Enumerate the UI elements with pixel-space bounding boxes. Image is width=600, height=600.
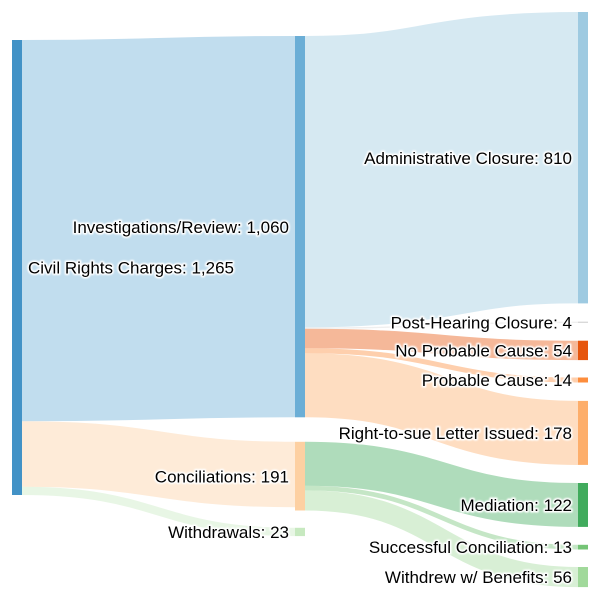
- svg-text:Conciliations: 191: Conciliations: 191: [155, 467, 289, 486]
- svg-text:Conciliations: 191: Conciliations: 191: [155, 467, 289, 486]
- svg-text:Withdrawals: 23: Withdrawals: 23: [168, 523, 289, 542]
- svg-text:Probable Cause: 14: Probable Cause: 14: [422, 371, 572, 390]
- svg-text:No Probable Cause: 54: No Probable Cause: 54: [395, 342, 572, 361]
- svg-text:Withdrew w/ Benefits: 56: Withdrew w/ Benefits: 56: [385, 568, 572, 587]
- svg-text:Administrative Closure: 810: Administrative Closure: 810: [364, 149, 572, 168]
- svg-text:Withdrawals: 23: Withdrawals: 23: [168, 523, 289, 542]
- svg-text:Successful Conciliation: 13: Successful Conciliation: 13: [369, 538, 572, 557]
- svg-text:Mediation: 122: Mediation: 122: [460, 496, 572, 515]
- svg-text:Post-Hearing Closure: 4: Post-Hearing Closure: 4: [391, 313, 572, 332]
- svg-text:Probable Cause: 14: Probable Cause: 14: [422, 371, 572, 390]
- svg-text:Right-to-sue Letter Issued: 17: Right-to-sue Letter Issued: 178: [339, 424, 572, 443]
- svg-text:Investigations/Review: 1,060: Investigations/Review: 1,060: [73, 218, 289, 237]
- svg-text:Mediation: 122: Mediation: 122: [460, 496, 572, 515]
- svg-text:Civil Rights Charges: 1,265: Civil Rights Charges: 1,265: [28, 259, 234, 278]
- svg-text:Withdrew w/ Benefits: 56: Withdrew w/ Benefits: 56: [385, 568, 572, 587]
- svg-text:Civil Rights Charges: 1,265: Civil Rights Charges: 1,265: [28, 259, 234, 278]
- svg-text:No Probable Cause: 54: No Probable Cause: 54: [395, 342, 572, 361]
- svg-text:Post-Hearing Closure: 4: Post-Hearing Closure: 4: [391, 313, 572, 332]
- svg-text:Successful Conciliation: 13: Successful Conciliation: 13: [369, 538, 572, 557]
- svg-text:Right-to-sue Letter Issued: 17: Right-to-sue Letter Issued: 178: [339, 424, 572, 443]
- svg-text:Administrative Closure: 810: Administrative Closure: 810: [364, 149, 572, 168]
- svg-text:Investigations/Review: 1,060: Investigations/Review: 1,060: [73, 218, 289, 237]
